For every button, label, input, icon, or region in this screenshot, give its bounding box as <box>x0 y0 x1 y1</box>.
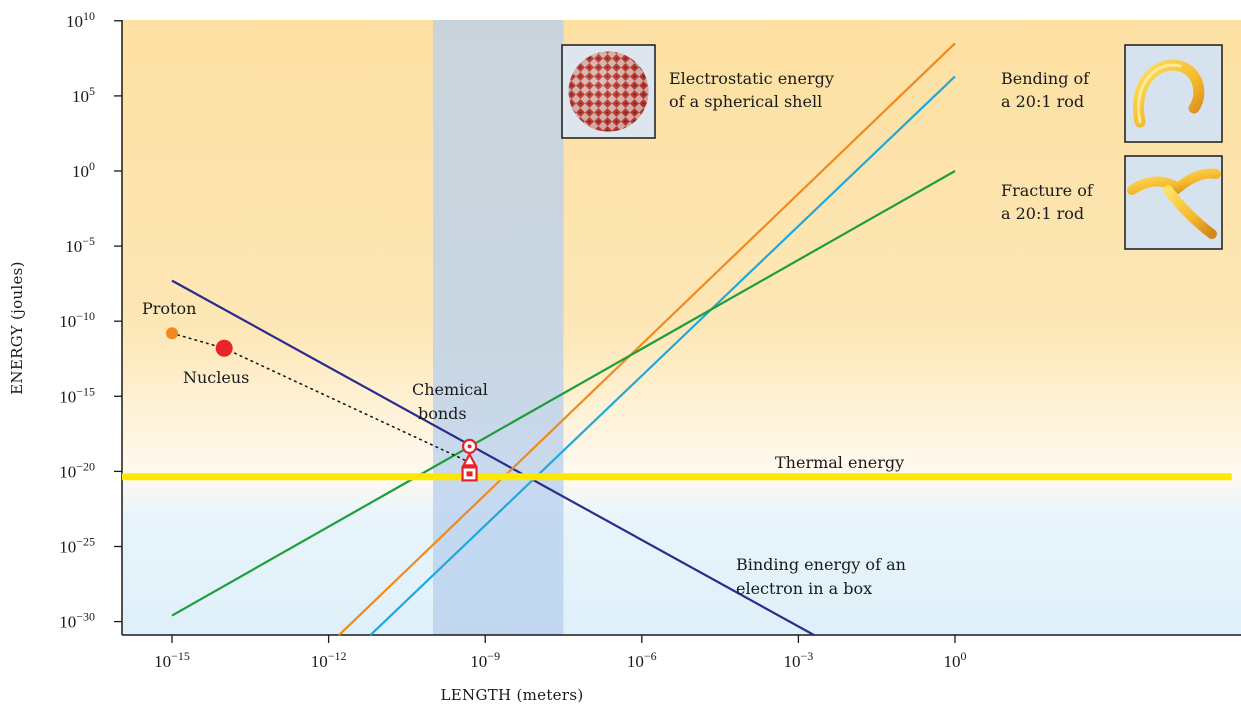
x-tick-label: 10−15 <box>154 649 190 671</box>
fracture-label-line2: a 20:1 rod <box>1001 204 1084 223</box>
spherical-shell-image <box>561 44 656 139</box>
y-tick-label: 10−30 <box>59 610 95 632</box>
chemical-bonds-label-line1: Chemical <box>412 380 488 399</box>
binding-label-line2: electron in a box <box>736 579 872 598</box>
electrostatic-label-line2: of a spherical shell <box>669 92 822 111</box>
y-tick-label: 105 <box>72 84 95 106</box>
chemical-bonds-triangle-marker <box>461 452 478 467</box>
chemical-bonds-band <box>433 20 564 635</box>
chemical-bonds-label-line2: bonds <box>418 404 467 423</box>
y-tick-label: 10−25 <box>59 535 95 557</box>
series-binding-energy-of-an-electron-in-a-box <box>171 279 815 637</box>
thermal-energy-label: Thermal energy <box>775 453 904 472</box>
series-fracture-of-a-20-1-rod <box>171 170 956 617</box>
y-ticks: 1010 105 100 10−5 10−10 10−15 10−20 10−25 10−30 <box>59 9 122 632</box>
points-layer <box>166 327 478 482</box>
chemical-bonds-marker <box>461 438 478 482</box>
proton-point <box>166 327 178 340</box>
series-electrostatic-energy-of-a-spherical-shell <box>338 42 956 636</box>
bending-label-line2: a 20:1 rod <box>1001 92 1084 111</box>
proton-label: Proton <box>142 299 196 318</box>
bending-rod-image <box>1124 44 1223 143</box>
binding-label-line1: Binding energy of an <box>736 555 906 574</box>
y-tick-label: 10−15 <box>59 384 95 406</box>
chemical-bonds-square-dot <box>466 471 473 477</box>
x-tick-label: 100 <box>944 649 967 671</box>
nucleus-point <box>215 339 233 357</box>
y-tick-label: 10−20 <box>59 459 95 481</box>
x-tick-label: 10−12 <box>311 649 347 671</box>
fracture-label-line1: Fracture of <box>1001 181 1094 200</box>
electrostatic-label-line1: Electrostatic energy <box>669 69 834 88</box>
series-layer <box>122 42 1232 637</box>
fracture-rod-image <box>1124 155 1223 250</box>
y-tick-label: 100 <box>72 159 95 181</box>
y-tick-label: 10−5 <box>65 234 95 256</box>
y-tick-label: 10−10 <box>59 309 95 331</box>
x-tick-label: 10−3 <box>784 649 814 671</box>
x-tick-label: 10−6 <box>627 649 657 671</box>
y-axis-title: ENERGY (joules) <box>8 261 26 395</box>
series-bending-of-a-20-1-rod <box>369 75 956 636</box>
nucleus-label: Nucleus <box>183 368 249 387</box>
bending-label-line1: Bending of <box>1001 69 1090 88</box>
x-tick-label: 10−9 <box>470 649 500 671</box>
chemical-bonds-ring-dot <box>467 444 472 449</box>
x-ticks: 10−15 10−12 10−9 10−6 10−3 100 <box>154 635 967 671</box>
x-axis-title: LENGTH (meters) <box>441 686 584 704</box>
y-tick-label: 1010 <box>66 9 95 31</box>
